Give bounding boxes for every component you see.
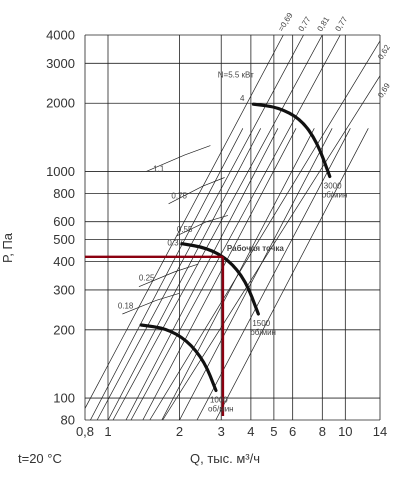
efficiency-lines [85,35,380,420]
efficiency-label: 0,62 [376,43,392,61]
system-line [215,128,369,420]
system-line [125,128,279,420]
y-tick-label: 3000 [46,56,75,71]
operating-point-label: Рабочая точка [227,244,284,253]
efficiency-line [130,35,341,420]
axis-ticks: 0,8 1 2 3 4 5 6 8 10 14 80 100 200 300 400 500 600 800 100… [46,28,387,440]
x-tick-label: 4 [247,424,254,439]
speed-curve [139,323,218,393]
efficiency-line [96,35,304,420]
x-tick-label: 8 [319,424,326,439]
x-tick-label: 0,8 [76,424,94,439]
speed-curve [251,102,332,179]
speed-label: 1000 [210,395,228,404]
efficiency-line [85,35,284,409]
efficiency-line [149,40,380,420]
power-unit-label: N=5.5 кВт [218,70,254,79]
y-tick-label: 500 [53,232,75,247]
system-lines [90,128,369,420]
system-line [107,128,262,420]
operating-point [85,255,225,416]
speed-label: 1500 [252,319,270,328]
y-tick-label: 300 [53,282,75,297]
efficiency-label: 0,77 [333,15,349,33]
power-label: 0.75 [171,191,187,200]
power-prefix: N [218,70,224,79]
chart-labels: =0,69 0,77 0,81 0,770,620,693000об/мин1500о… [118,11,392,414]
efficiency-label: 0,81 [315,15,331,33]
y-axis-label: Р, Па [0,232,15,263]
system-line [142,128,297,420]
x-tick-label: 14 [373,424,387,439]
power-label: 0.55 [177,225,193,234]
power-arc [122,292,180,315]
y-tick-label: 200 [53,322,75,337]
temperature-note: t=20 °C [18,451,62,466]
y-tick-label: 80 [61,413,75,428]
efficiency-label: 0,77 [297,15,313,33]
speed-unit-label: об/мин [322,190,348,199]
x-tick-label: 6 [289,424,296,439]
x-tick-label: 2 [176,424,183,439]
speed-curve [180,242,260,316]
efficiency-label: 0,69 [376,81,392,99]
power-arc [138,263,199,288]
efficiency-label: =0,69 [276,11,295,33]
x-tick-label: 10 [338,424,352,439]
power-label: 4 [240,94,245,103]
system-line [90,128,244,420]
power-arc [168,177,225,205]
y-tick-label: 600 [53,214,75,229]
y-tick-label: 4000 [46,28,75,43]
power-arc [176,215,228,237]
speed-label: 3000 [324,181,342,190]
y-tick-label: 400 [53,254,75,269]
x-axis-label: Q, тыс. м³/ч [190,451,260,466]
efficiency-line [112,35,323,420]
performance-curves [139,102,332,393]
speed-unit-label: об/мин [250,328,276,337]
x-tick-label: 1 [104,424,111,439]
speed-unit-label: об/мин [208,404,234,413]
y-tick-label: 800 [53,186,75,201]
y-tick-label: 2000 [46,96,75,111]
power-suffix: =5.5 кВт [224,70,255,79]
y-tick-label: 100 [53,391,75,406]
power-label: 0.25 [139,274,155,283]
system-line [161,128,315,420]
grid [84,34,381,421]
power-label: 0.18 [118,302,134,311]
x-tick-label: 3 [218,424,225,439]
system-line [196,128,351,420]
system-line [179,128,333,420]
power-arc [146,145,211,172]
power-label: 1.1 [153,164,165,173]
y-tick-label: 1000 [46,164,75,179]
power-label: 0.37 [167,239,183,248]
efficiency-line [162,75,380,420]
x-tick-label: 5 [270,424,277,439]
